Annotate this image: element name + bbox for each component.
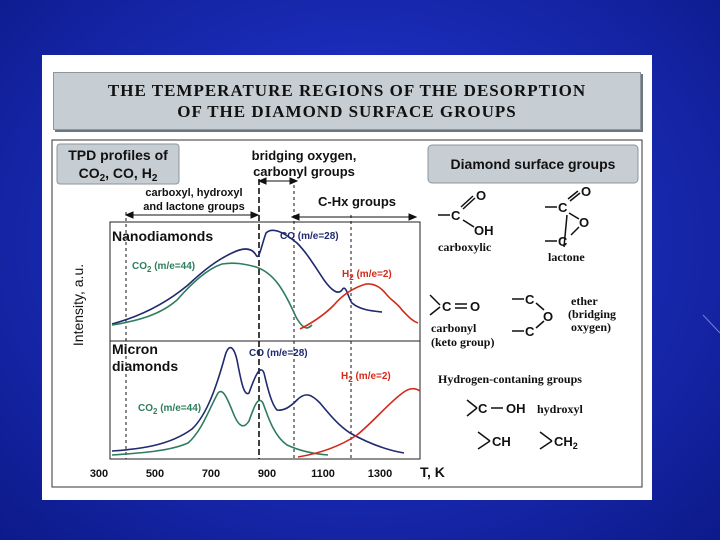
nano-h2-label: H2 (m/e=2) [342, 269, 392, 282]
title-box: THE TEMPERATURE REGIONS OF THE DESORPTIO… [53, 72, 641, 130]
x-axis-unit: T, K [420, 464, 445, 480]
carbonyl-name-1: carbonyl [431, 321, 477, 335]
tpd-line-2: CO2, CO, H2 [79, 165, 158, 184]
groups-box-label: Diamond surface groups [451, 156, 616, 172]
hydroxyl-oh: OH [506, 401, 526, 416]
title-line-1: THE TEMPERATURE REGIONS OF THE DESORPTIO… [107, 81, 587, 100]
micron-panel-name-2: diamonds [112, 358, 178, 374]
slide: THE TEMPERATURE REGIONS OF THE DESORPTIO… [42, 55, 652, 500]
micron-co2-label: CO2 (m/e=44) [138, 403, 201, 416]
title-line-2: OF THE DIAMOND SURFACE GROUPS [177, 102, 517, 121]
micron-h2-label: H2 (m/e=2) [341, 371, 391, 384]
x-tick-label: 700 [202, 468, 220, 480]
carbonyl-name-2: (keto group) [431, 335, 494, 349]
ether-c-bottom: C [525, 324, 535, 339]
micron-panel-name-1: Micron [112, 341, 158, 357]
ether-name-3: oxygen) [571, 320, 611, 334]
lactone-c-bottom: C [558, 234, 568, 249]
micron-co-label: CO (m/e=28) [249, 348, 308, 359]
nano-panel-name: Nanodiamonds [112, 228, 213, 244]
carboxylic-c: C [451, 208, 461, 223]
ch2-group: CH2 [554, 434, 578, 451]
carbonyl-c: C [442, 299, 452, 314]
chx-label: C-Hx groups [318, 194, 396, 209]
group-names: carboxylic lactone carbonyl (keto group)… [431, 240, 616, 416]
lactone-o-ring: O [579, 215, 589, 230]
nano-co2-label: CO2 (m/e=44) [132, 261, 195, 274]
ether-name-1: ether [571, 294, 598, 308]
nano-co-label: CO (m/e=28) [280, 231, 339, 242]
tpd-figure: TPD profiles of CO2, CO, H2 Diamond surf… [51, 139, 643, 488]
x-tick-label: 1100 [311, 468, 335, 480]
bridging-label-2: carbonyl groups [253, 164, 355, 179]
hydroxyl-name: hydroxyl [537, 402, 583, 416]
lactone-name: lactone [548, 250, 585, 264]
carboxylic-o: O [476, 188, 486, 203]
tpd-box [56, 143, 180, 185]
x-tick-label: 300 [90, 468, 108, 480]
groups-box [427, 144, 639, 184]
micron-h2-curve [297, 387, 421, 458]
nano-co-curve [111, 229, 383, 325]
ether-o: O [543, 309, 553, 324]
carboxyl-label-2: and lactone groups [143, 201, 244, 213]
structure-atoms: C O OH C O O C C O C O C C OH CH CH2 [442, 184, 591, 451]
structure-bonds [429, 190, 581, 450]
y-axis-label: Intensity, a.u. [70, 264, 86, 346]
ether-c-top: C [525, 292, 535, 307]
hydroxyl-c: C [478, 401, 488, 416]
region-arrows [124, 177, 418, 221]
micron-co2-curve [111, 390, 329, 456]
lactone-c-top: C [558, 200, 568, 215]
x-tick-label: 900 [258, 468, 276, 480]
nano-h2-curve [299, 283, 419, 330]
carbonyl-o: O [470, 299, 480, 314]
carboxyl-label-1: carboxyl, hydroxyl [145, 187, 242, 199]
ch-group: CH [492, 434, 511, 449]
figure-frame [51, 139, 643, 488]
lactone-o-top: O [581, 184, 591, 199]
x-axis-ticks: 300 500 700 900 1100 1300 [90, 468, 392, 480]
nano-co2-curve [111, 262, 313, 329]
x-tick-label: 1300 [368, 468, 392, 480]
ether-name-2: (bridging [568, 307, 616, 321]
carboxylic-name: carboxylic [438, 240, 492, 254]
tpd-line-1: TPD profiles of [68, 147, 168, 163]
region-boundaries [125, 179, 352, 459]
x-tick-label: 500 [146, 468, 164, 480]
bridging-label-1: bridging oxygen, [252, 148, 357, 163]
hydrogen-groups-title: Hydrogen-contaning groups [438, 372, 582, 386]
carboxylic-oh: OH [474, 223, 494, 238]
micron-co-curve [111, 346, 405, 454]
